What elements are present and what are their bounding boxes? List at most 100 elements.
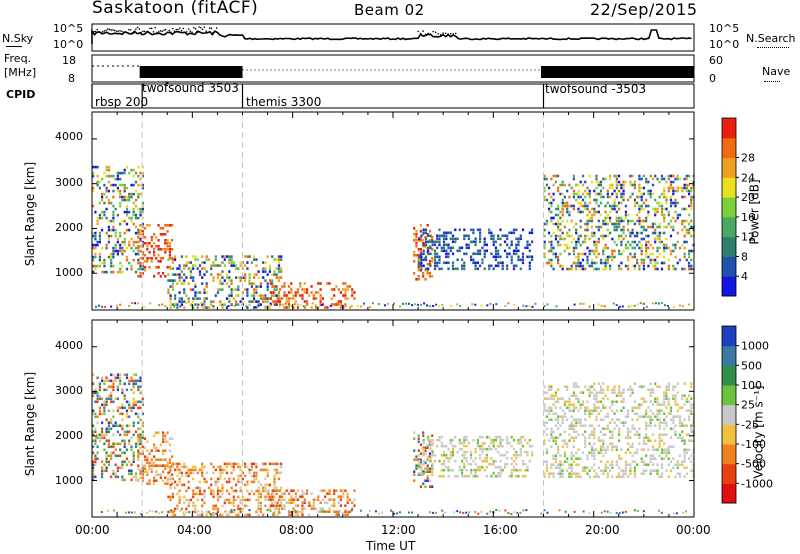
echo-cell	[268, 279, 271, 282]
echo-cell	[590, 225, 594, 229]
echo-cell	[415, 230, 418, 233]
echo-cell	[609, 264, 612, 268]
echo-cell	[521, 261, 525, 265]
echo-cell	[678, 177, 682, 181]
echo-cell	[633, 469, 636, 472]
echo-cell	[545, 448, 548, 451]
echo-cell	[474, 456, 477, 460]
echo-cell	[557, 255, 560, 259]
echo-cell	[638, 436, 641, 439]
echo-cell	[424, 242, 427, 245]
echo-cell	[248, 468, 251, 472]
echo-cell	[132, 457, 135, 461]
echo-cell	[166, 242, 169, 245]
nsearch-point	[444, 32, 447, 35]
echo-cell	[647, 255, 650, 259]
echo-cell	[631, 219, 634, 223]
echo-cell	[581, 210, 585, 214]
echo-cell	[651, 433, 655, 436]
echo-cell	[458, 438, 461, 442]
echo-cell	[629, 463, 632, 466]
echo-cell	[426, 263, 429, 266]
echo-cell	[187, 471, 190, 475]
echo-cell	[312, 498, 315, 501]
echo-cell	[629, 234, 632, 238]
echo-cell	[676, 460, 679, 463]
echo-cell	[559, 463, 562, 466]
echo-cell	[110, 174, 113, 178]
echo-cell	[281, 495, 284, 498]
echo-cell	[246, 465, 249, 469]
echo-cell	[508, 441, 511, 445]
nsearch-point	[452, 33, 455, 35]
echo-cell	[267, 297, 270, 300]
echo-cell	[590, 261, 594, 265]
echo-cell	[561, 415, 564, 418]
echo-cell	[143, 437, 147, 440]
echo-cell	[230, 264, 233, 267]
echo-cell	[545, 466, 548, 469]
echo-cell	[92, 165, 95, 169]
echo-cell	[575, 430, 578, 433]
echo-cell	[550, 409, 553, 412]
echo-cell	[638, 177, 641, 181]
echo-cell	[588, 409, 591, 412]
echo-cell	[595, 418, 598, 421]
echo-cell	[121, 451, 124, 455]
echo-cell	[429, 441, 432, 445]
echo-cell	[155, 245, 158, 248]
echo-cell	[246, 498, 249, 502]
echo-cell	[239, 511, 242, 513]
echo-cell	[669, 204, 673, 208]
echo-cell	[166, 479, 169, 482]
echo-cell	[303, 300, 306, 303]
echo-cell	[342, 495, 345, 498]
echo-cell	[497, 465, 500, 469]
echo-cell	[143, 227, 147, 230]
echo-cell	[615, 222, 618, 226]
echo-cell	[548, 249, 551, 253]
echo-cell	[606, 213, 609, 217]
echo-cell	[116, 511, 119, 514]
echo-cell	[584, 430, 587, 433]
echo-cell	[116, 397, 119, 401]
echo-cell	[557, 219, 560, 223]
echo-cell	[143, 455, 147, 458]
echo-cell	[283, 294, 286, 297]
echo-cell	[545, 397, 548, 400]
echo-cell	[171, 273, 174, 276]
echo-cell	[642, 258, 645, 262]
echo-cell	[595, 180, 598, 184]
echo-cell	[266, 509, 269, 512]
echo-cell	[92, 243, 95, 247]
echo-cell	[178, 495, 181, 499]
echo-cell	[277, 510, 281, 514]
echo-cell	[422, 446, 425, 449]
echo-cell	[353, 498, 356, 501]
echo-cell	[590, 466, 594, 469]
echo-cell	[474, 237, 477, 241]
echo-cell	[672, 225, 675, 229]
echo-cell	[485, 243, 488, 247]
echo-cell	[348, 306, 352, 309]
echo-cell	[570, 219, 573, 223]
echo-cell	[153, 464, 156, 467]
echo-cell	[669, 469, 673, 472]
echo-cell	[459, 511, 462, 514]
echo-cell	[618, 427, 621, 430]
echo-cell	[481, 450, 484, 454]
echo-cell	[615, 475, 618, 478]
echo-cell	[683, 207, 686, 211]
echo-cell	[618, 430, 621, 433]
echo-cell	[266, 471, 269, 475]
echo-cell	[554, 460, 557, 463]
echo-cell	[581, 240, 585, 244]
echo-cell	[649, 439, 652, 442]
echo-cell	[456, 249, 459, 253]
echo-cell	[268, 483, 271, 487]
echo-cell	[528, 255, 531, 259]
echo-cell	[157, 266, 160, 269]
echo-cell	[235, 267, 238, 270]
echo-cell	[132, 421, 135, 425]
echo-cell	[176, 303, 179, 306]
